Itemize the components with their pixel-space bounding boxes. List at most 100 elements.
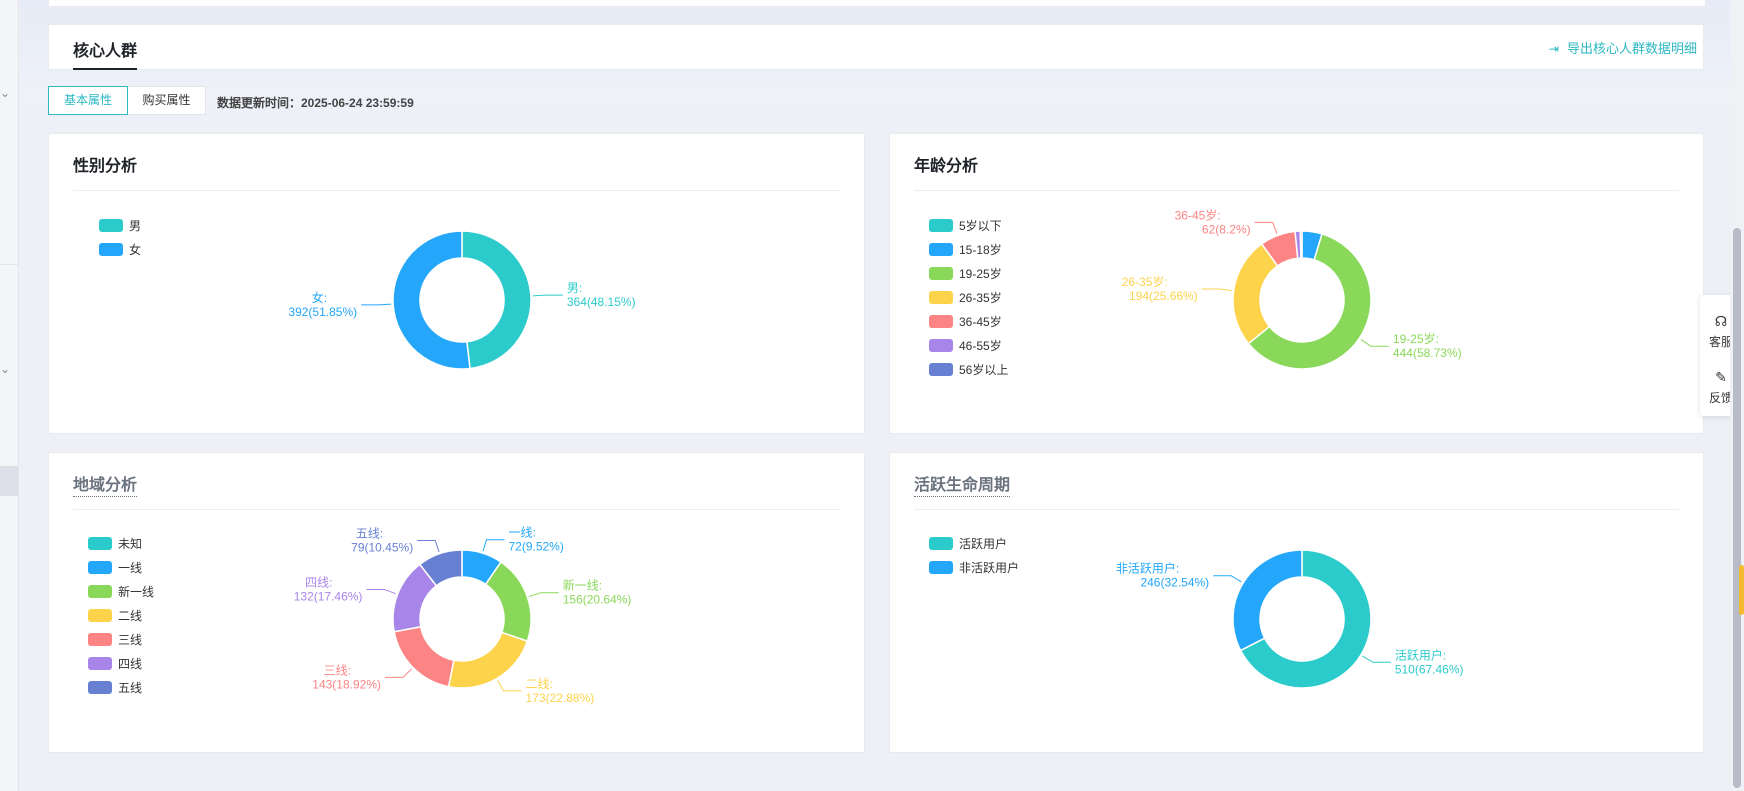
pie-slice[interactable]	[1232, 549, 1303, 652]
pie-slice[interactable]	[484, 560, 532, 643]
feedback-button[interactable]: ✎ 反馈	[1700, 367, 1742, 406]
legend-label: 15-18岁	[959, 242, 1002, 257]
card-title: 年龄分析	[914, 158, 979, 175]
slice-name-label: 五线:	[356, 526, 383, 540]
page-background	[20, 0, 1740, 150]
legend-swatch	[929, 338, 953, 352]
legend-swatch	[929, 266, 953, 280]
tab-basic-attributes[interactable]: 基本属性	[48, 86, 128, 115]
scroll-indicator	[1739, 565, 1744, 615]
slice-name-label: 女:	[312, 290, 327, 305]
legend-item[interactable]: 四线	[88, 651, 154, 675]
label-leader-line	[417, 539, 440, 552]
slice-name-label: 活跃用户:	[1395, 647, 1446, 662]
sidebar-selected-item[interactable]	[0, 466, 18, 496]
age-donut-chart: 19-25岁:444(58.73%) 26-35岁:194(25.66%) 36-4…	[1122, 207, 1462, 370]
legend-item[interactable]: 女	[99, 237, 141, 261]
tab-purchase-attributes[interactable]: 购买属性	[128, 86, 206, 115]
pie-slice[interactable]	[447, 631, 529, 689]
legend-label: 男	[129, 218, 142, 233]
legend-label: 一线	[118, 560, 143, 575]
legend-label: 非活跃用户	[959, 560, 1020, 575]
legend-item[interactable]: 三线	[88, 627, 154, 651]
chart-legend: 男 女	[99, 213, 141, 261]
legend-item[interactable]: 活跃用户	[929, 531, 1019, 555]
label-leader-line	[385, 668, 412, 678]
pie-slice[interactable]	[418, 549, 463, 587]
label-leader-line	[1213, 575, 1242, 583]
page-scrollbar[interactable]	[1730, 0, 1744, 791]
slice-value-label: 194(25.66%)	[1129, 289, 1198, 303]
label-leader-line	[497, 680, 522, 692]
chevron-down-icon[interactable]: ⌄	[0, 86, 11, 100]
slice-value-label: 132(17.46%)	[294, 589, 363, 603]
label-leader-line	[1360, 339, 1389, 347]
legend-swatch	[929, 314, 953, 328]
legend-item[interactable]: 15-18岁	[929, 237, 1008, 261]
chevron-down-icon[interactable]: ⌄	[0, 362, 11, 376]
region-donut-chart: 一线:72(9.52%) 新一线:156(20.64%) 二线:173(22.88%…	[294, 526, 632, 705]
legend-item[interactable]: 新一线	[88, 579, 154, 603]
card-title: 活跃生命周期	[914, 471, 1011, 497]
legend-item[interactable]: 19-25岁	[929, 261, 1008, 285]
legend-swatch	[88, 608, 112, 622]
card-divider	[914, 190, 1679, 191]
legend-label: 四线	[118, 656, 143, 671]
slice-name-label: 非活跃用户:	[1116, 561, 1179, 576]
slice-name-label: 26-35岁:	[1122, 274, 1168, 289]
pie-slice[interactable]	[1247, 233, 1372, 370]
data-update-time: 数据更新时间：2025-06-24 23:59:59	[217, 96, 414, 110]
legend-label: 46-55岁	[959, 338, 1002, 353]
legend-swatch	[88, 536, 112, 550]
label-leader-line	[482, 539, 505, 552]
gender-analysis-card: 性别分析 男 女 男: 364(48.15%) 女: 392(51.85%)	[48, 133, 865, 434]
legend-item[interactable]: 未知	[88, 531, 154, 555]
pie-slice[interactable]	[1299, 230, 1303, 259]
lifecycle-donut-chart: 活跃用户:510(67.46%) 非活跃用户:246(32.54%)	[1116, 549, 1464, 689]
customer-service-button[interactable]: ☊ 客服	[1700, 311, 1742, 350]
legend-item[interactable]: 二线	[88, 603, 154, 627]
legend-item[interactable]: 56岁以上	[929, 357, 1008, 381]
slice-name-label: 一线:	[508, 526, 535, 540]
slice-value-label: 392(51.85%)	[288, 305, 357, 319]
legend-label: 五线	[118, 680, 143, 695]
chart-legend: 5岁以下 15-18岁 19-25岁 26-35岁 36-45岁 46-55岁 …	[929, 213, 1008, 381]
slice-value-label: 246(32.54%)	[1140, 576, 1209, 590]
legend-item[interactable]: 一线	[88, 555, 154, 579]
label-leader-line	[1254, 221, 1278, 234]
slice-value-label: 364(48.15%)	[567, 295, 636, 309]
scrollbar-thumb[interactable]	[1733, 228, 1741, 788]
slice-value-label: 79(10.45%)	[351, 540, 413, 554]
legend-item[interactable]: 5岁以下	[929, 213, 1008, 237]
pie-slice[interactable]	[1239, 549, 1372, 689]
legend-swatch	[88, 560, 112, 574]
legend-item[interactable]: 非活跃用户	[929, 555, 1019, 579]
card-divider	[914, 509, 1679, 510]
legend-item[interactable]: 36-45岁	[929, 309, 1008, 333]
legend-item[interactable]: 男	[99, 213, 141, 237]
region-analysis-card: 地域分析 未知 一线 新一线 二线 三线 四线 五线 一线: 72(9.52%) 新…	[48, 452, 865, 753]
export-data-link[interactable]: ⇥ 导出核心人群数据明细	[1549, 38, 1697, 57]
slice-name-label: 二线:	[526, 677, 553, 691]
sidebar-divider	[0, 264, 18, 265]
card-divider	[73, 509, 840, 510]
legend-label: 未知	[118, 536, 143, 551]
legend-label: 活跃用户	[959, 536, 1008, 551]
legend-label: 新一线	[118, 584, 155, 599]
edit-note-icon: ✎	[1715, 369, 1727, 385]
left-sidebar-rail: ⌄ ⌄	[0, 0, 19, 791]
label-leader-line	[361, 303, 392, 306]
legend-swatch	[88, 656, 112, 670]
legend-item[interactable]: 五线	[88, 675, 154, 699]
legend-swatch	[99, 218, 123, 232]
label-leader-line	[529, 592, 559, 597]
gender-donut-chart: 男:364(48.15%) 女:392(51.85%)	[288, 230, 636, 370]
legend-item[interactable]: 26-35岁	[929, 285, 1008, 309]
label-leader-line	[532, 294, 563, 297]
slice-name-label: 三线:	[324, 663, 351, 677]
legend-swatch	[929, 218, 953, 232]
pie-slice[interactable]	[392, 230, 471, 370]
legend-item[interactable]: 46-55岁	[929, 333, 1008, 357]
legend-label: 26-35岁	[959, 290, 1002, 305]
pie-slice[interactable]	[461, 230, 532, 370]
